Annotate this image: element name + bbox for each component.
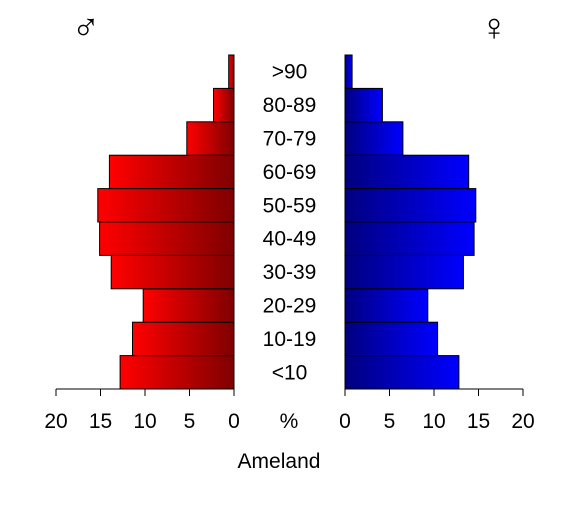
female-bars xyxy=(344,54,477,390)
chart-title: Ameland xyxy=(238,450,321,473)
male-bar xyxy=(97,188,235,223)
male-bar xyxy=(132,321,235,357)
male-bar xyxy=(119,355,235,390)
age-group-label: 60-69 xyxy=(263,161,317,184)
age-group-label: 70-79 xyxy=(263,128,317,151)
female-bar xyxy=(344,154,470,190)
male-bar xyxy=(108,154,235,190)
age-group-label: <10 xyxy=(272,361,308,384)
female-tick-label: 20 xyxy=(511,410,534,433)
percent-axis-label: % xyxy=(280,410,299,433)
male-tick-label: 0 xyxy=(228,410,240,433)
male-tick-label: 15 xyxy=(89,410,112,433)
male-bar xyxy=(99,221,235,256)
female-bar xyxy=(344,121,404,156)
female-symbol: ♀ xyxy=(480,7,509,49)
age-group-labels: <10 10-19 20-29 30-39 40-49 50-59 60-69 70-79 80… xyxy=(263,61,317,385)
male-tick-label: 5 xyxy=(184,410,196,433)
male-bars xyxy=(97,54,235,390)
female-tick-label: 0 xyxy=(339,410,351,433)
male-bar xyxy=(186,121,235,156)
female-bar xyxy=(344,355,460,390)
male-axis-ticks: 0 5 10 15 20 xyxy=(44,389,240,433)
age-group-label: 30-39 xyxy=(263,261,317,284)
female-bar xyxy=(344,288,429,323)
female-bar xyxy=(344,321,439,357)
age-group-label: 20-29 xyxy=(263,295,317,318)
male-tick-label: 20 xyxy=(44,410,67,433)
age-group-label: >90 xyxy=(272,61,308,84)
female-tick-label: 15 xyxy=(467,410,490,433)
female-tick-label: 10 xyxy=(422,410,445,433)
male-symbol: ♂ xyxy=(72,7,101,49)
age-group-label: 80-89 xyxy=(263,94,317,117)
age-group-label: 10-19 xyxy=(263,328,317,351)
age-group-label: 50-59 xyxy=(263,194,317,217)
female-bar xyxy=(344,188,477,223)
male-bar xyxy=(228,54,235,89)
female-bar xyxy=(344,221,475,256)
male-bar xyxy=(213,87,235,123)
male-bar xyxy=(142,288,235,323)
male-tick-label: 10 xyxy=(133,410,156,433)
male-bar xyxy=(110,254,235,290)
age-group-label: 40-49 xyxy=(263,228,317,251)
female-bar xyxy=(344,87,383,123)
female-axis-ticks: 0 5 10 15 20 xyxy=(339,389,535,433)
female-tick-label: 5 xyxy=(384,410,396,433)
female-bar xyxy=(344,54,353,89)
female-bar xyxy=(344,254,464,290)
